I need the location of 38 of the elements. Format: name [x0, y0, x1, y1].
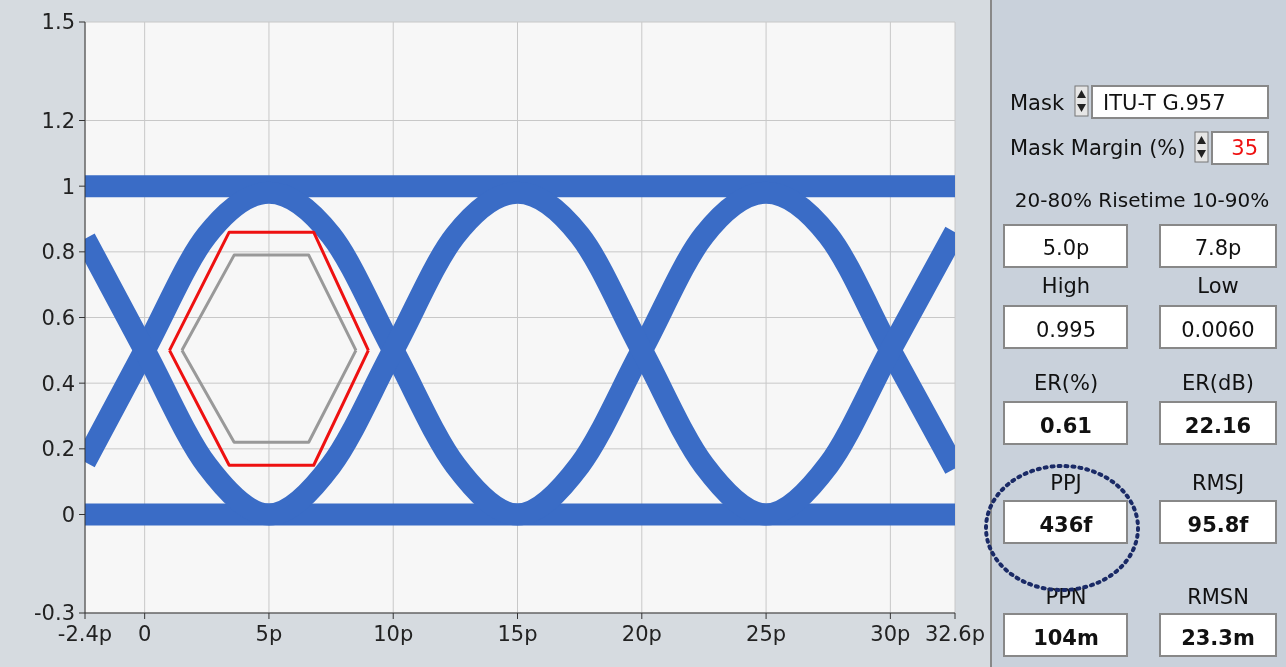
text: Low — [1197, 274, 1239, 298]
y-tick-label: 0.2 — [41, 437, 75, 462]
text: 0.61 — [1040, 414, 1092, 438]
x-tick-label: 30p — [870, 622, 911, 646]
text: Mask Margin (%) — [1010, 136, 1186, 160]
text: 436f — [1039, 513, 1094, 537]
text: 20-80% Risetime 10-90% — [1014, 188, 1270, 212]
text: 104m — [1033, 626, 1099, 650]
text: Mask — [1010, 91, 1065, 115]
y-tick-label: 1.5 — [41, 10, 75, 35]
x-tick-label: 20p — [621, 622, 662, 646]
y-tick-label: 1 — [61, 174, 75, 199]
y-tick-label: 0.4 — [41, 371, 75, 396]
x-tick-label: 15p — [497, 622, 538, 646]
x-tick-label: 25p — [746, 622, 787, 646]
text: 7.8p — [1194, 236, 1242, 260]
y-tick-label: 0.6 — [41, 305, 75, 330]
x-tick-label: 0 — [137, 622, 152, 646]
text: RMSJ — [1191, 471, 1245, 495]
text: ITU-T G.957 — [1103, 91, 1226, 115]
text: 0.0060 — [1181, 318, 1255, 342]
text: ER(%) — [1033, 371, 1099, 395]
y-tick-label: 0 — [61, 502, 75, 527]
x-tick-label: 32.6p — [924, 622, 986, 646]
x-tick-label: 5p — [255, 622, 283, 646]
text: 22.16 — [1184, 414, 1252, 438]
text: 5.0p — [1042, 236, 1090, 260]
text: ER(dB) — [1182, 371, 1254, 395]
text: 23.3m — [1181, 626, 1255, 650]
text: PPJ — [1050, 471, 1082, 495]
text: RMSN — [1187, 585, 1249, 609]
y-tick-label: 1.2 — [41, 108, 75, 133]
text: 95.8f — [1187, 513, 1250, 537]
y-tick-label: 0.8 — [41, 240, 75, 265]
x-tick-label: 10p — [373, 622, 414, 646]
text: High — [1041, 274, 1091, 298]
text: 0.995 — [1035, 318, 1097, 342]
text: 35 — [1231, 136, 1258, 160]
